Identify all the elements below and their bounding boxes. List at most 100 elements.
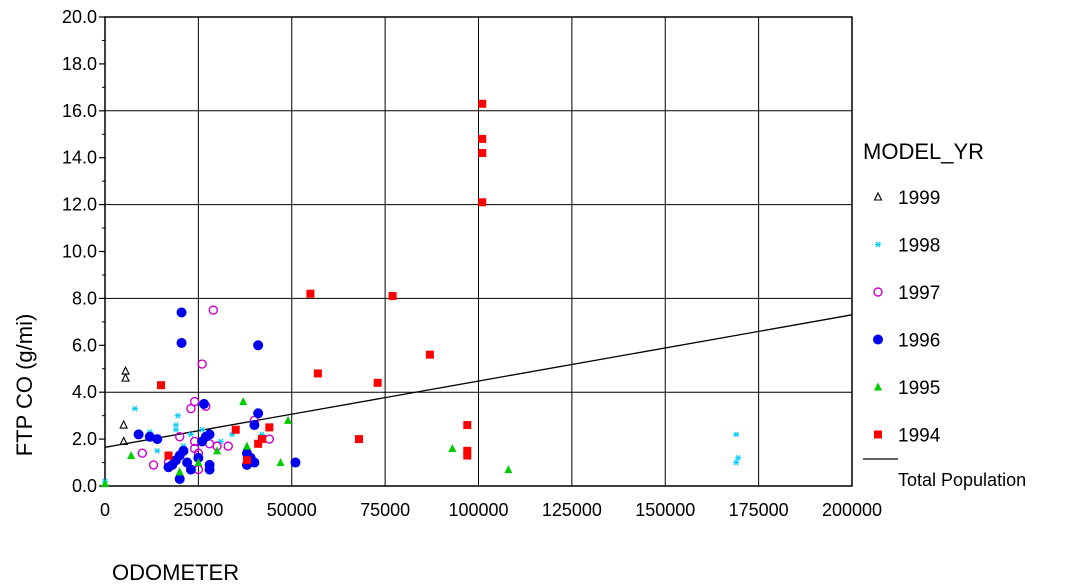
y-tick-label: 18.0	[62, 54, 97, 74]
data-point-1996	[290, 458, 300, 468]
data-point-1996	[249, 420, 259, 430]
y-tick-label: 2.0	[72, 429, 97, 449]
y-tick-label: 20.0	[62, 7, 97, 27]
data-point-1995	[504, 465, 512, 473]
grid-lines	[105, 17, 852, 486]
data-point-1995	[239, 397, 247, 405]
x-tick-label: 200000	[822, 500, 882, 520]
data-point-1994	[426, 351, 434, 359]
data-point-1994	[232, 426, 240, 434]
data-point-1995	[127, 451, 135, 459]
data-point-1994	[306, 290, 314, 298]
y-tick-label: 8.0	[72, 288, 97, 308]
data-point-1997	[198, 360, 206, 368]
data-point-1994	[478, 149, 486, 157]
data-point-1996	[175, 474, 185, 484]
data-point-1996	[199, 399, 209, 409]
y-tick-label: 6.0	[72, 335, 97, 355]
data-point-1994	[478, 198, 486, 206]
data-point-1998	[199, 427, 205, 432]
data-point-1996	[253, 408, 263, 418]
data-point-1997	[150, 461, 158, 469]
data-point-1996	[253, 340, 263, 350]
data-point-1995	[277, 458, 285, 466]
data-points	[101, 100, 741, 487]
legend-label-1994: 1994	[898, 426, 941, 447]
data-point-1994	[243, 456, 251, 464]
data-point-1999	[120, 421, 127, 428]
data-point-1994	[265, 423, 273, 431]
data-point-1998	[175, 413, 181, 418]
legend-total-label: Total Population	[898, 470, 1026, 490]
data-point-1995	[448, 444, 456, 452]
data-point-1996	[134, 429, 144, 439]
x-tick-label: 50000	[267, 500, 317, 520]
x-tick-label: 75000	[360, 500, 410, 520]
data-point-1995	[213, 446, 221, 454]
y-axis-label: FTP CO (g/mi)	[12, 314, 37, 457]
data-point-1994	[389, 292, 397, 300]
x-tick-label: 100000	[448, 500, 508, 520]
legend-title: MODEL_YR	[863, 139, 984, 164]
data-point-1994	[164, 452, 172, 460]
data-point-1995	[101, 479, 109, 487]
data-point-1994	[463, 452, 471, 460]
data-point-1997	[209, 306, 217, 314]
data-point-1996	[205, 465, 215, 475]
legend-marker-1996	[873, 335, 883, 345]
legend-label-1999: 1999	[898, 188, 940, 209]
y-tick-label: 4.0	[72, 382, 97, 402]
data-point-1998	[733, 432, 739, 437]
data-point-1998	[154, 448, 160, 453]
legend-label-1998: 1998	[898, 236, 940, 257]
data-point-1994	[478, 100, 486, 108]
data-point-1997	[265, 435, 273, 443]
data-point-1994	[258, 435, 266, 443]
x-tick-label: 25000	[173, 500, 223, 520]
x-tick-label: 0	[100, 500, 110, 520]
x-axis-label: ODOMETER	[112, 560, 239, 585]
x-tick-label: 150000	[635, 500, 695, 520]
data-point-1995	[284, 416, 292, 424]
x-tick-label: 125000	[542, 500, 602, 520]
y-tick-label: 0.0	[72, 476, 97, 496]
y-tick-label: 12.0	[62, 195, 97, 215]
data-point-1999	[122, 374, 129, 381]
data-point-1997	[224, 442, 232, 450]
legend-marker-1995	[874, 383, 882, 391]
data-point-1997	[191, 398, 199, 406]
data-point-1996	[178, 446, 188, 456]
data-point-1996	[152, 434, 162, 444]
legend-items: 1999 1998 1997 1996 1995 1994	[873, 188, 941, 447]
data-point-1996	[177, 338, 187, 348]
legend: MODEL_YR 1999 1998 1997 1996 1995 1994 Total …	[863, 139, 1026, 490]
legend-marker-1998	[875, 242, 881, 247]
legend-label-1996: 1996	[898, 331, 940, 352]
data-point-1995	[176, 467, 184, 475]
data-point-1994	[463, 421, 471, 429]
data-point-1996	[186, 465, 196, 475]
data-point-1994	[355, 435, 363, 443]
data-point-1998	[173, 427, 179, 432]
y-tick-label: 10.0	[62, 242, 97, 262]
data-point-1995	[243, 442, 251, 450]
data-point-1994	[157, 381, 165, 389]
legend-marker-1999	[875, 193, 882, 200]
data-point-1994	[374, 379, 382, 387]
legend-marker-1997	[874, 288, 882, 296]
data-point-1998	[173, 422, 179, 427]
data-point-1996	[205, 429, 215, 439]
legend-label-1995: 1995	[898, 378, 940, 399]
y-tick-label: 16.0	[62, 101, 97, 121]
data-point-1994	[478, 135, 486, 143]
data-point-1994	[314, 369, 322, 377]
legend-label-1997: 1997	[898, 283, 940, 304]
data-point-1997	[138, 449, 146, 457]
data-point-1996	[177, 307, 187, 317]
data-point-1998	[735, 455, 741, 460]
data-point-1998	[132, 406, 138, 411]
data-point-1998	[733, 460, 739, 465]
x-tick-label: 175000	[729, 500, 789, 520]
y-tick-label: 14.0	[62, 148, 97, 168]
